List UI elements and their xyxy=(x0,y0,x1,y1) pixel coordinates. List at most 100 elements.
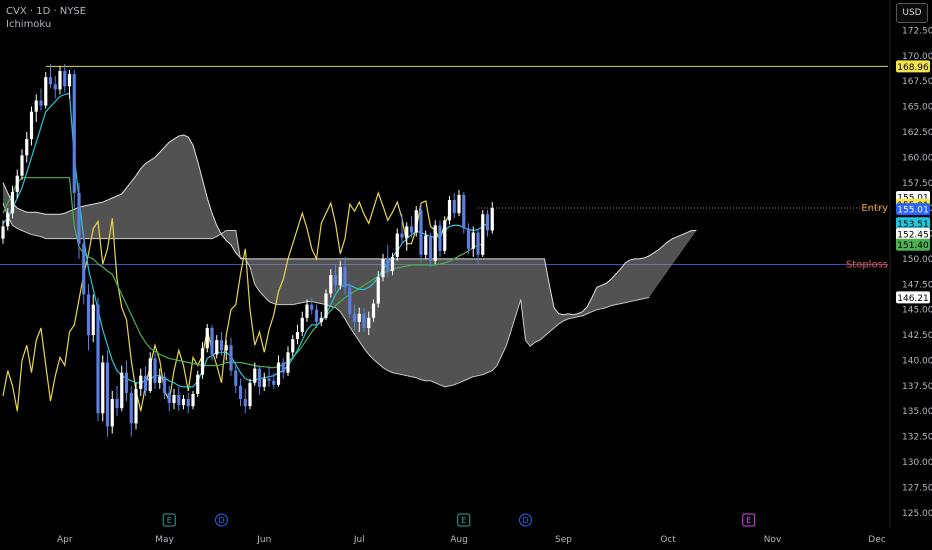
candle-body xyxy=(63,71,67,87)
candle-body xyxy=(343,267,347,288)
price-badges: 168.96155.01155.01155.01153.51152.45151.… xyxy=(896,60,930,304)
candle-body xyxy=(490,208,494,231)
candle xyxy=(44,72,48,109)
candle xyxy=(390,252,395,276)
candle-body xyxy=(476,232,480,255)
price-axis[interactable]: 172.50 170.00 167.50 165.00 162.50 160.00 157.… xyxy=(889,0,932,528)
candle-body xyxy=(481,214,485,255)
candle xyxy=(291,335,295,357)
candle xyxy=(215,335,219,359)
price-badge-bg xyxy=(896,217,930,230)
currency-button[interactable]: USD xyxy=(896,3,928,23)
candle xyxy=(134,382,138,430)
candle xyxy=(153,352,157,389)
candle-body xyxy=(219,340,224,351)
candle-body xyxy=(386,258,390,272)
candle xyxy=(1,220,5,244)
candle-body xyxy=(20,155,24,176)
candle-body xyxy=(72,74,76,193)
earnings-marker-icon xyxy=(162,513,176,527)
earnings-marker-icon xyxy=(457,513,471,527)
candle xyxy=(243,388,247,414)
candle-body xyxy=(86,294,91,336)
candle xyxy=(386,244,390,278)
candle-body xyxy=(110,399,114,427)
candle xyxy=(481,210,485,257)
dividend-marker-icon xyxy=(215,513,228,527)
candle xyxy=(200,342,205,379)
event-marker: E xyxy=(162,513,176,527)
candle xyxy=(162,372,167,400)
candle-body xyxy=(186,399,190,407)
candle-body xyxy=(229,345,233,371)
candle xyxy=(96,297,100,422)
time-tick-label: Jul xyxy=(353,535,365,545)
candle xyxy=(395,228,399,261)
candle-body xyxy=(243,399,247,407)
candle xyxy=(177,386,181,412)
candle xyxy=(120,365,124,412)
candle-body xyxy=(419,210,423,255)
candle-body xyxy=(105,362,110,427)
time-tick-label: Oct xyxy=(660,535,676,545)
candle xyxy=(253,362,257,386)
candle-body xyxy=(167,392,171,404)
candle-body xyxy=(333,275,338,286)
candle-body xyxy=(276,362,281,385)
candle-body xyxy=(381,258,385,278)
candle-body xyxy=(300,317,304,333)
candle-body xyxy=(67,74,72,87)
candle xyxy=(281,358,285,379)
price-badge: 151.40 xyxy=(896,238,930,251)
time-tick-label: May xyxy=(155,535,174,545)
indicator-name[interactable]: Ichimoku xyxy=(6,19,52,30)
candle xyxy=(447,195,452,225)
ichimoku-cloud xyxy=(2,134,697,388)
candle-body xyxy=(400,233,404,238)
price-badge-text: 151.40 xyxy=(897,241,929,251)
candle-body xyxy=(6,213,10,227)
candle-body xyxy=(139,375,143,389)
candle-body xyxy=(205,327,209,349)
candle-body xyxy=(457,194,461,214)
candle-body xyxy=(44,77,48,106)
candle xyxy=(101,355,105,422)
candle-body xyxy=(29,111,34,140)
candle xyxy=(58,66,62,95)
candle xyxy=(490,202,494,234)
candle xyxy=(457,189,461,217)
candle-body xyxy=(314,309,319,322)
candle xyxy=(10,185,15,219)
candle xyxy=(158,368,162,389)
candle xyxy=(371,299,376,322)
candle-body xyxy=(134,388,138,424)
candle-body xyxy=(15,175,19,192)
candle xyxy=(257,365,262,395)
event-marker: D xyxy=(215,513,228,527)
time-axis[interactable]: Apr May Jun Jul Aug Sep Oct Nov Dec xyxy=(57,535,886,545)
price-tick-label: 150.00 xyxy=(902,255,932,265)
event-marker-label: D xyxy=(522,516,528,525)
candle xyxy=(224,340,228,361)
candle xyxy=(329,269,333,298)
candle-body xyxy=(438,225,442,251)
candle-body xyxy=(329,275,333,294)
price-tick-label: 165.00 xyxy=(902,103,932,113)
price-tick-label: 127.50 xyxy=(902,483,932,493)
price-tick-label: 145.00 xyxy=(902,306,932,316)
candle xyxy=(352,304,357,330)
candle xyxy=(110,390,114,434)
candle xyxy=(362,307,366,333)
price-badge-text: 168.96 xyxy=(897,63,929,73)
candle xyxy=(428,232,433,268)
price-badge-bg xyxy=(896,291,930,304)
candle xyxy=(53,76,57,99)
candle-body xyxy=(77,192,81,244)
candle xyxy=(310,297,314,315)
candle xyxy=(433,220,437,264)
candle xyxy=(295,324,300,345)
candle xyxy=(452,192,456,219)
candle-body xyxy=(1,226,5,239)
